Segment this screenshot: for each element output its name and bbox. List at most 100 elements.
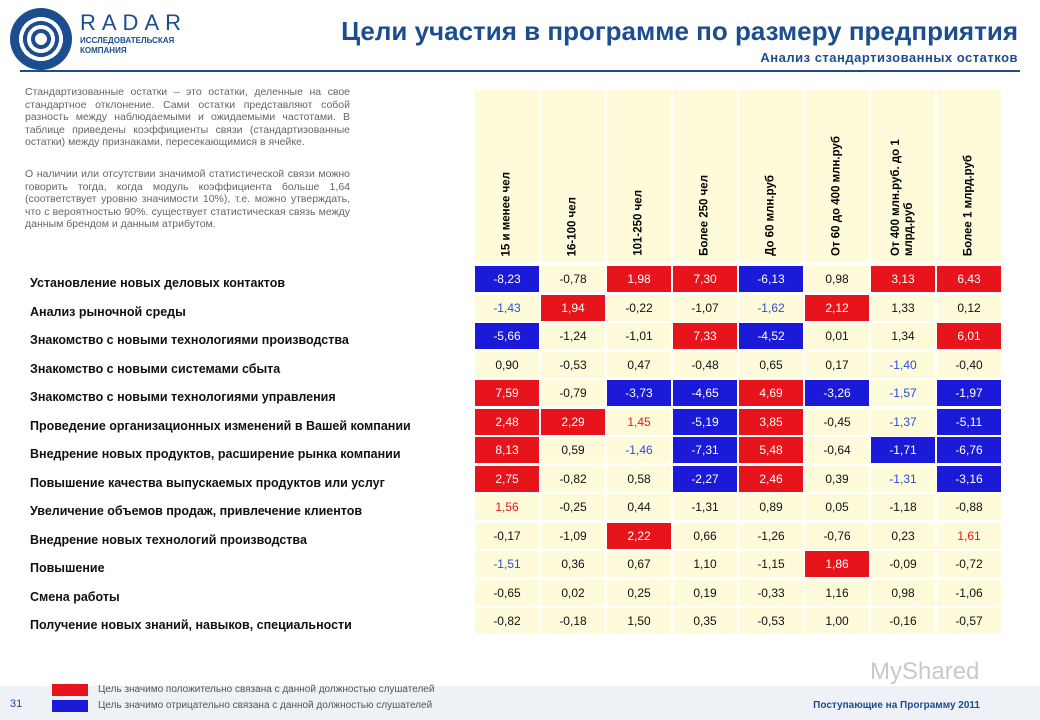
cell: 1,33 — [871, 294, 935, 321]
footer-bar — [0, 686, 1040, 720]
cell: 2,46 — [739, 465, 803, 492]
cell: 0,66 — [673, 522, 737, 549]
row-label: Анализ рыночной среды — [30, 304, 186, 319]
cell: -1,18 — [871, 494, 935, 520]
cell: 1,98 — [607, 266, 671, 292]
cell: 2,48 — [475, 408, 539, 435]
column-header: От 400 млн.руб. до 1 млрд.руб — [871, 90, 935, 262]
column-header: Более 250 чел — [673, 90, 737, 262]
cell: -0,53 — [739, 608, 803, 634]
cell: -7,31 — [673, 437, 737, 463]
cell: -5,11 — [937, 408, 1001, 435]
column-header-text: 15 и менее чел — [500, 171, 513, 256]
row-label: Повышение качества выпускаемых продуктов… — [30, 475, 385, 490]
cell: -0,64 — [805, 437, 869, 463]
cell: -1,46 — [607, 437, 671, 463]
cell: -0,82 — [541, 465, 605, 492]
cell: 2,22 — [607, 522, 671, 549]
cell: 1,10 — [673, 551, 737, 577]
cell: 6,43 — [937, 266, 1001, 292]
cell: 0,23 — [871, 522, 935, 549]
subtitle: Анализ стандартизованных остатков — [760, 50, 1018, 65]
cell: 0,36 — [541, 551, 605, 577]
cell: -1,31 — [673, 494, 737, 520]
cell: -0,18 — [541, 608, 605, 634]
cell: 7,30 — [673, 266, 737, 292]
cell: 1,61 — [937, 522, 1001, 549]
cell: 0,44 — [607, 494, 671, 520]
cell: -0,53 — [541, 351, 605, 378]
cell: 0,01 — [805, 323, 869, 349]
row-label: Знакомство с новыми технологиями произво… — [30, 333, 349, 347]
cell: 0,19 — [673, 579, 737, 606]
watermark: MyShared — [870, 658, 980, 685]
logo-name: RADAR — [80, 10, 188, 35]
cell: -0,82 — [475, 608, 539, 634]
cell: -1,26 — [739, 522, 803, 549]
cell: -0,72 — [937, 551, 1001, 577]
cell: 7,33 — [673, 323, 737, 349]
cell: -0,65 — [475, 579, 539, 606]
cell: -0,22 — [607, 294, 671, 321]
cell: 8,13 — [475, 437, 539, 463]
cell: 0,02 — [541, 579, 605, 606]
cell: 1,45 — [607, 408, 671, 435]
column-header: До 60 млн.руб — [739, 90, 803, 262]
row-label: Получение новых знаний, навыков, специал… — [30, 618, 352, 632]
cell: -1,01 — [607, 323, 671, 349]
cell: 0,25 — [607, 579, 671, 606]
row-label: Повышение — [30, 561, 105, 575]
cell: 0,89 — [739, 494, 803, 520]
row-label: Смена работы — [30, 589, 120, 604]
cell: -2,27 — [673, 465, 737, 492]
cell: -1,57 — [871, 380, 935, 406]
cell: -4,52 — [739, 323, 803, 349]
cell: -0,57 — [937, 608, 1001, 634]
row-label: Внедрение новых продуктов, расширение ры… — [30, 447, 401, 461]
cell: 0,90 — [475, 351, 539, 378]
cell: 2,75 — [475, 465, 539, 492]
row-label: Проведение организационных изменений в В… — [30, 418, 411, 433]
cell: -0,17 — [475, 522, 539, 549]
column-header: 16-100 чел — [541, 90, 605, 262]
cell: -6,76 — [937, 437, 1001, 463]
column-header-text: Более 250 чел — [698, 175, 711, 256]
cell: -1,62 — [739, 294, 803, 321]
note: О наличии или отсутствии значимой статис… — [25, 168, 350, 230]
cell: 0,05 — [805, 494, 869, 520]
cell: 0,67 — [607, 551, 671, 577]
column-header-text: Более 1 млрд.руб — [962, 154, 975, 256]
cell: 1,50 — [607, 608, 671, 634]
cell: -0,48 — [673, 351, 737, 378]
cell: 1,00 — [805, 608, 869, 634]
cell: 1,34 — [871, 323, 935, 349]
cell: -1,15 — [739, 551, 803, 577]
cell: -1,31 — [871, 465, 935, 492]
page-number: 31 — [10, 698, 23, 710]
legend-swatch — [52, 700, 88, 712]
footer-text: Поступающие на Программу 2011 — [813, 700, 980, 711]
cell: 1,86 — [805, 551, 869, 577]
cell: -0,16 — [871, 608, 935, 634]
title: Цели участия в программе по размеру пред… — [341, 16, 1018, 46]
column-header-text: 16-100 чел — [566, 196, 579, 256]
cell: 0,47 — [607, 351, 671, 378]
legend-swatch — [52, 684, 88, 696]
row-label: Знакомство с новыми системами сбыта — [30, 361, 281, 376]
cell: 3,13 — [871, 266, 935, 292]
column-header: 15 и менее чел — [475, 90, 539, 262]
cell: 4,69 — [739, 380, 803, 406]
cell: -1,40 — [871, 351, 935, 378]
cell: -4,65 — [673, 380, 737, 406]
cell: -1,07 — [673, 294, 737, 321]
cell: 0,58 — [607, 465, 671, 492]
cell: -1,37 — [871, 408, 935, 435]
cell: -8,23 — [475, 266, 539, 292]
logo-icon — [10, 8, 72, 70]
cell: -5,66 — [475, 323, 539, 349]
cell: -0,09 — [871, 551, 935, 577]
cell: 0,65 — [739, 351, 803, 378]
cell: -3,26 — [805, 380, 869, 406]
note: Стандартизованные остатки – это остатки,… — [25, 86, 350, 148]
logo-subtitle: ИССЛЕДОВАТЕЛЬСКАЯ КОМПАНИЯ — [80, 36, 175, 55]
